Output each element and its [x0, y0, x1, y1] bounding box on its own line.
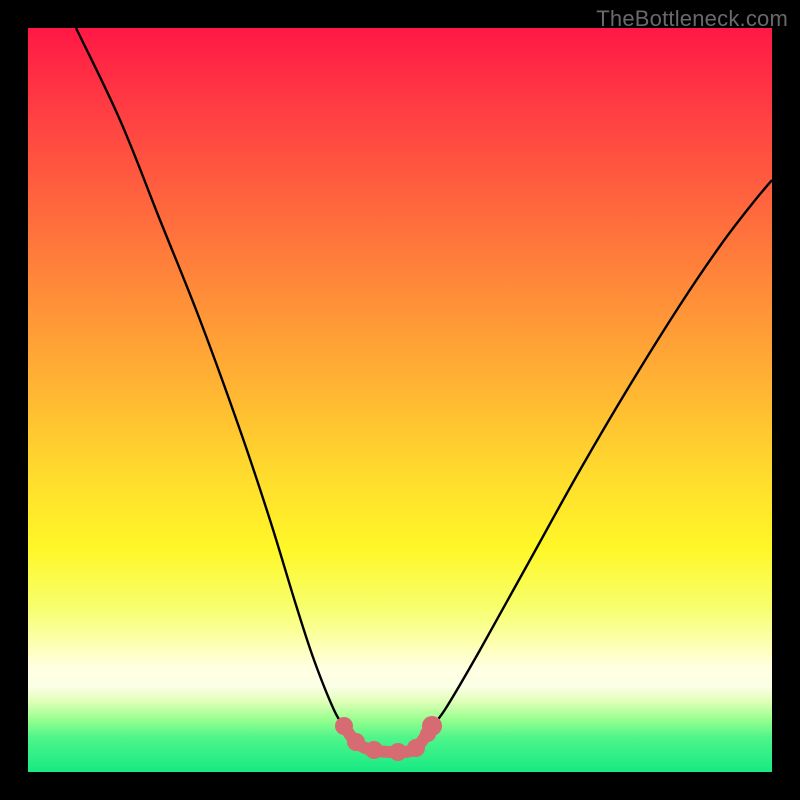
curve-valley-markers — [335, 716, 442, 761]
plot-background — [28, 28, 772, 772]
chart-frame: TheBottleneck.com — [0, 0, 800, 800]
curve-left-branch — [76, 28, 344, 726]
curve-valley-segment — [344, 726, 432, 752]
curve-right-branch — [432, 180, 772, 726]
watermark-text: TheBottleneck.com — [596, 6, 788, 32]
chart-svg — [0, 0, 800, 800]
